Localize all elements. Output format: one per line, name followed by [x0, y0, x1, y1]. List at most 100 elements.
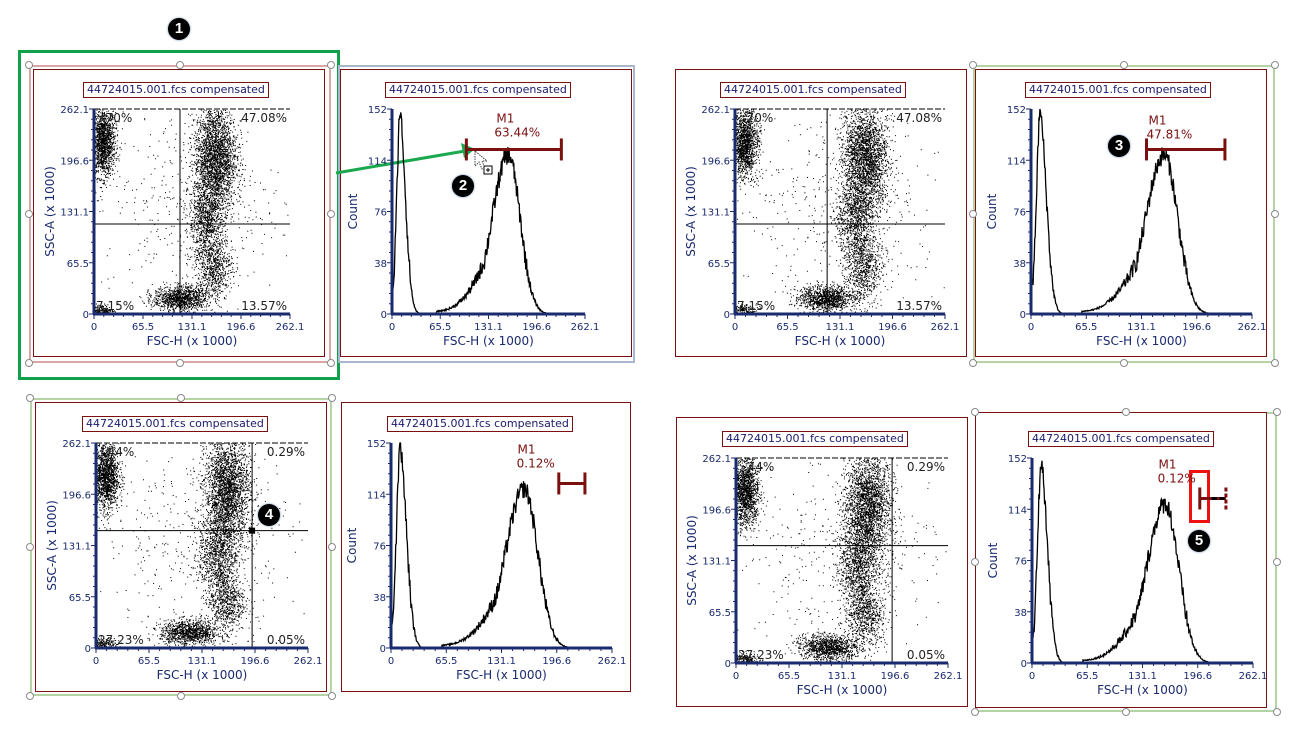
resize-handle[interactable] [327, 359, 335, 367]
plot-title: 44724015.001.fcs compensated [1028, 431, 1214, 447]
x-tick-label: 196.6 [1183, 671, 1212, 682]
dot-top-left-chart: ..70% 47.08% 7.15% 13.57% 0 65.5 131.1 196.6 262… [43, 105, 304, 348]
marker-gate-m1[interactable] [464, 138, 563, 161]
x-tick-label: 65.5 [138, 656, 160, 667]
resize-handle[interactable] [25, 210, 33, 218]
y-tick-label: 262.1 [60, 105, 89, 116]
y-axis-label: Count [986, 542, 1000, 578]
quadrant-center-handle[interactable] [249, 527, 256, 534]
resize-handle[interactable] [971, 708, 979, 716]
resize-handle[interactable] [1273, 708, 1281, 716]
resize-handle[interactable] [1120, 61, 1128, 69]
resize-handle[interactable] [26, 394, 34, 402]
x-axis-label: FSC-H (x 1000) [456, 668, 547, 682]
plot-title: 44724015.001.fcs compensated [83, 82, 269, 98]
quadrant-label-bottom-right: 13.57% [241, 299, 287, 313]
resize-handle[interactable] [26, 692, 34, 700]
dot-bottom-right-chart: ..44% 0.29% 27.23% 0.05% 0 65.5 131.1 196.6 262.… [685, 454, 962, 697]
quadrant-label-bottom-left: 7.15% [96, 299, 134, 313]
hist-bottom-right-plot[interactable] [975, 412, 1267, 708]
marker-name: M1 [517, 442, 535, 456]
y-tick-label: 38 [1013, 259, 1026, 270]
quadrant-label-top-left: ..70% [98, 111, 132, 125]
resize-handle[interactable] [176, 61, 184, 69]
resize-handle[interactable] [971, 558, 979, 566]
quadrant-label-top-left: ..70% [739, 111, 773, 125]
y-tick-label: 152 [1007, 105, 1026, 116]
x-tick-label: 0 [388, 656, 394, 667]
hist-bottom-left-plot[interactable] [341, 402, 631, 692]
y-axis-label: SSC-A (x 1000) [45, 500, 59, 591]
histogram-curve [390, 442, 612, 649]
plot-title: 44724015.001.fcs compensated [385, 82, 571, 98]
y-tick-label: 152 [1008, 454, 1027, 465]
resize-handle[interactable] [328, 543, 336, 551]
dot-bottom-left-plot[interactable] [35, 402, 327, 692]
x-axis-label: FSC-H (x 1000) [443, 334, 534, 348]
dot-bottom-right-plot[interactable] [676, 417, 968, 707]
resize-handle[interactable] [327, 61, 335, 69]
x-tick-label: 196.6 [227, 322, 256, 333]
y-tick-label: 76 [374, 208, 387, 219]
cursor-icon [474, 150, 493, 175]
resize-handle[interactable] [25, 359, 33, 367]
x-tick-label: 196.6 [881, 671, 910, 682]
resize-handle[interactable] [969, 61, 977, 69]
dot-top-left-plot[interactable] [33, 69, 325, 357]
resize-handle[interactable] [1122, 408, 1130, 416]
y-tick-label: 0 [725, 659, 731, 670]
scatter-events [94, 109, 289, 315]
marker-gate-m1[interactable] [1145, 138, 1227, 161]
y-tick-label: 114 [1008, 505, 1027, 516]
marker-gate-m1[interactable] [1198, 487, 1228, 510]
hist-top-right-plot[interactable] [975, 69, 1267, 357]
quadrant-label-top-right: 0.29% [267, 445, 305, 459]
x-tick-label: 65.5 [132, 322, 154, 333]
y-tick-label: 114 [367, 490, 386, 501]
resize-handle[interactable] [328, 692, 336, 700]
resize-handle[interactable] [969, 359, 977, 367]
x-tick-label: 262.1 [931, 322, 960, 333]
resize-handle[interactable] [1273, 408, 1281, 416]
resize-handle[interactable] [1271, 359, 1279, 367]
resize-handle[interactable] [26, 543, 34, 551]
resize-handle[interactable] [328, 394, 336, 402]
marker-percent: 63.44% [494, 125, 540, 139]
y-tick-label: 196.6 [702, 505, 731, 516]
marker-gate-m1[interactable] [557, 472, 587, 495]
x-tick-label: 65.5 [776, 322, 798, 333]
x-tick-label: 65.5 [429, 322, 451, 333]
x-tick-label: 196.6 [522, 322, 551, 333]
resize-handle[interactable] [969, 210, 977, 218]
resize-handle[interactable] [327, 210, 335, 218]
y-tick-label: 131.1 [62, 542, 91, 553]
resize-handle[interactable] [177, 394, 185, 402]
x-tick-label: 0 [1028, 322, 1034, 333]
x-tick-label: 65.5 [435, 656, 457, 667]
y-tick-label: 76 [1014, 557, 1027, 568]
marker-name: M1 [1158, 457, 1176, 471]
x-tick-label: 65.5 [1076, 671, 1098, 682]
resize-handle[interactable] [1273, 558, 1281, 566]
y-tick-label: 152 [367, 439, 386, 450]
hist-top-left-plot[interactable] [340, 69, 632, 357]
resize-handle[interactable] [177, 692, 185, 700]
x-axis-label: FSC-H (x 1000) [1097, 683, 1188, 697]
x-tick-label: 0 [389, 322, 395, 333]
resize-handle[interactable] [971, 408, 979, 416]
resize-handle[interactable] [1271, 210, 1279, 218]
x-tick-label: 0 [1029, 671, 1035, 682]
resize-handle[interactable] [1120, 359, 1128, 367]
resize-handle[interactable] [25, 61, 33, 69]
x-tick-label: 196.6 [241, 656, 270, 667]
resize-handle[interactable] [1271, 61, 1279, 69]
x-tick-label: 262.1 [1239, 671, 1268, 682]
y-tick-label: 0 [1021, 659, 1027, 670]
callout-badge-1: 1 [168, 18, 190, 40]
scatter-events [735, 109, 945, 315]
x-tick-label: 262.1 [571, 322, 600, 333]
resize-handle[interactable] [1122, 708, 1130, 716]
resize-handle[interactable] [176, 359, 184, 367]
y-tick-label: 262.1 [702, 454, 731, 465]
